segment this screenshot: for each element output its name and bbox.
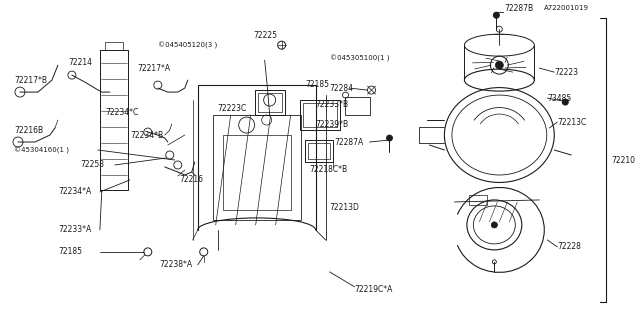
Text: 72218C*B: 72218C*B — [310, 165, 348, 174]
Text: 72228: 72228 — [557, 242, 581, 252]
Bar — [223, 135, 291, 210]
Bar — [308, 143, 330, 159]
Text: 72239*B: 72239*B — [316, 120, 349, 129]
Text: ©045405120(3 ): ©045405120(3 ) — [158, 42, 217, 49]
Text: 72284: 72284 — [330, 84, 353, 92]
Circle shape — [492, 222, 497, 228]
Text: 72238*A: 72238*A — [160, 260, 193, 269]
Text: 72258: 72258 — [80, 161, 104, 170]
Text: 72234*B: 72234*B — [130, 131, 163, 140]
Text: 72216: 72216 — [180, 175, 204, 184]
Text: 72287B: 72287B — [504, 4, 534, 13]
Text: 72185: 72185 — [58, 247, 82, 256]
Bar — [255, 90, 285, 115]
Bar — [300, 100, 340, 130]
Text: 72216B: 72216B — [14, 125, 43, 134]
Text: 72213D: 72213D — [330, 204, 360, 212]
Bar — [212, 115, 301, 220]
Text: 72233*B: 72233*B — [316, 100, 349, 108]
Bar — [344, 97, 369, 115]
Text: 72217*B: 72217*B — [14, 76, 47, 84]
Text: 72210: 72210 — [611, 156, 635, 164]
Circle shape — [563, 99, 568, 105]
Text: 72225: 72225 — [253, 31, 278, 40]
Text: 72234*A: 72234*A — [58, 188, 91, 196]
Text: 72287A: 72287A — [335, 138, 364, 147]
Text: 72233*A: 72233*A — [58, 225, 91, 235]
Text: 72223C: 72223C — [218, 104, 247, 113]
Text: 72223: 72223 — [554, 68, 579, 76]
Circle shape — [387, 135, 392, 141]
Text: 72234*C: 72234*C — [105, 108, 138, 116]
Text: 72214: 72214 — [68, 58, 92, 67]
Bar — [469, 195, 487, 205]
Circle shape — [495, 61, 503, 69]
Bar — [305, 140, 333, 162]
Text: 72213C: 72213C — [557, 117, 586, 126]
Circle shape — [493, 12, 499, 18]
Text: 73485: 73485 — [547, 93, 572, 103]
Text: 72219C*A: 72219C*A — [355, 285, 393, 294]
Text: 72217*A: 72217*A — [138, 64, 171, 73]
Text: 72185: 72185 — [305, 80, 330, 89]
Text: A722001019: A722001019 — [544, 5, 589, 11]
Text: ©45304160(1 ): ©45304160(1 ) — [14, 147, 69, 154]
Bar — [303, 103, 337, 127]
Text: ©045305100(1 ): ©045305100(1 ) — [330, 54, 389, 62]
Bar — [258, 93, 282, 112]
